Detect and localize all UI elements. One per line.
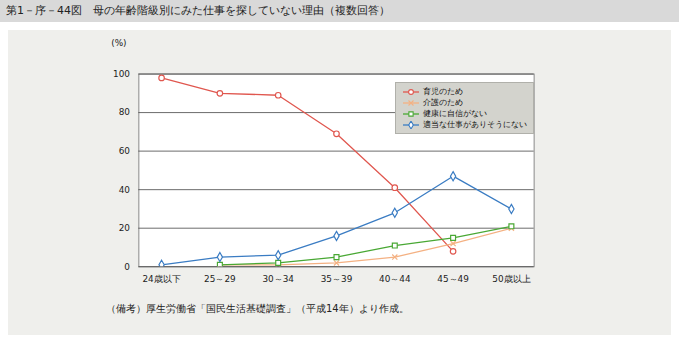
html-text:適当な仕事がありそうにない: 適当な仕事がありそうにない <box>423 120 527 129</box>
svg-text:50歳以上: 50歳以上 <box>492 274 530 284</box>
svg-text:80: 80 <box>119 107 131 117</box>
html-text:育児のため: 育児のため <box>423 87 463 96</box>
svg-text:20: 20 <box>119 223 131 233</box>
svg-text:60: 60 <box>119 146 131 156</box>
svg-text:40: 40 <box>119 185 131 195</box>
svg-text:45～49: 45～49 <box>437 274 469 284</box>
svg-text:(%): (%) <box>111 38 126 48</box>
svg-text:35～39: 35～39 <box>321 274 353 284</box>
svg-text:40～44: 40～44 <box>379 274 411 284</box>
svg-text:0: 0 <box>124 262 130 272</box>
html-text:健康に自信がない: 健康に自信がない <box>423 109 487 118</box>
html-text:介護のため: 介護のため <box>423 98 463 107</box>
svg-text:30～34: 30～34 <box>262 274 294 284</box>
svg-text:24歳以下: 24歳以下 <box>142 274 180 284</box>
svg-text:100: 100 <box>113 69 130 79</box>
svg-text:25～29: 25～29 <box>204 274 236 284</box>
html-text:第1－序－44図 母の年齢階級別にみた仕事を探していない理由: 第1－序－44図 母の年齢階級別にみた仕事を探していない理由（複数回答） <box>6 4 390 17</box>
html-text:（備考）厚生労働省「国民生活基礎調査」（平成14年）より作成: （備考）厚生労働省「国民生活基礎調査」（平成14年）より作成。 <box>106 303 409 314</box>
